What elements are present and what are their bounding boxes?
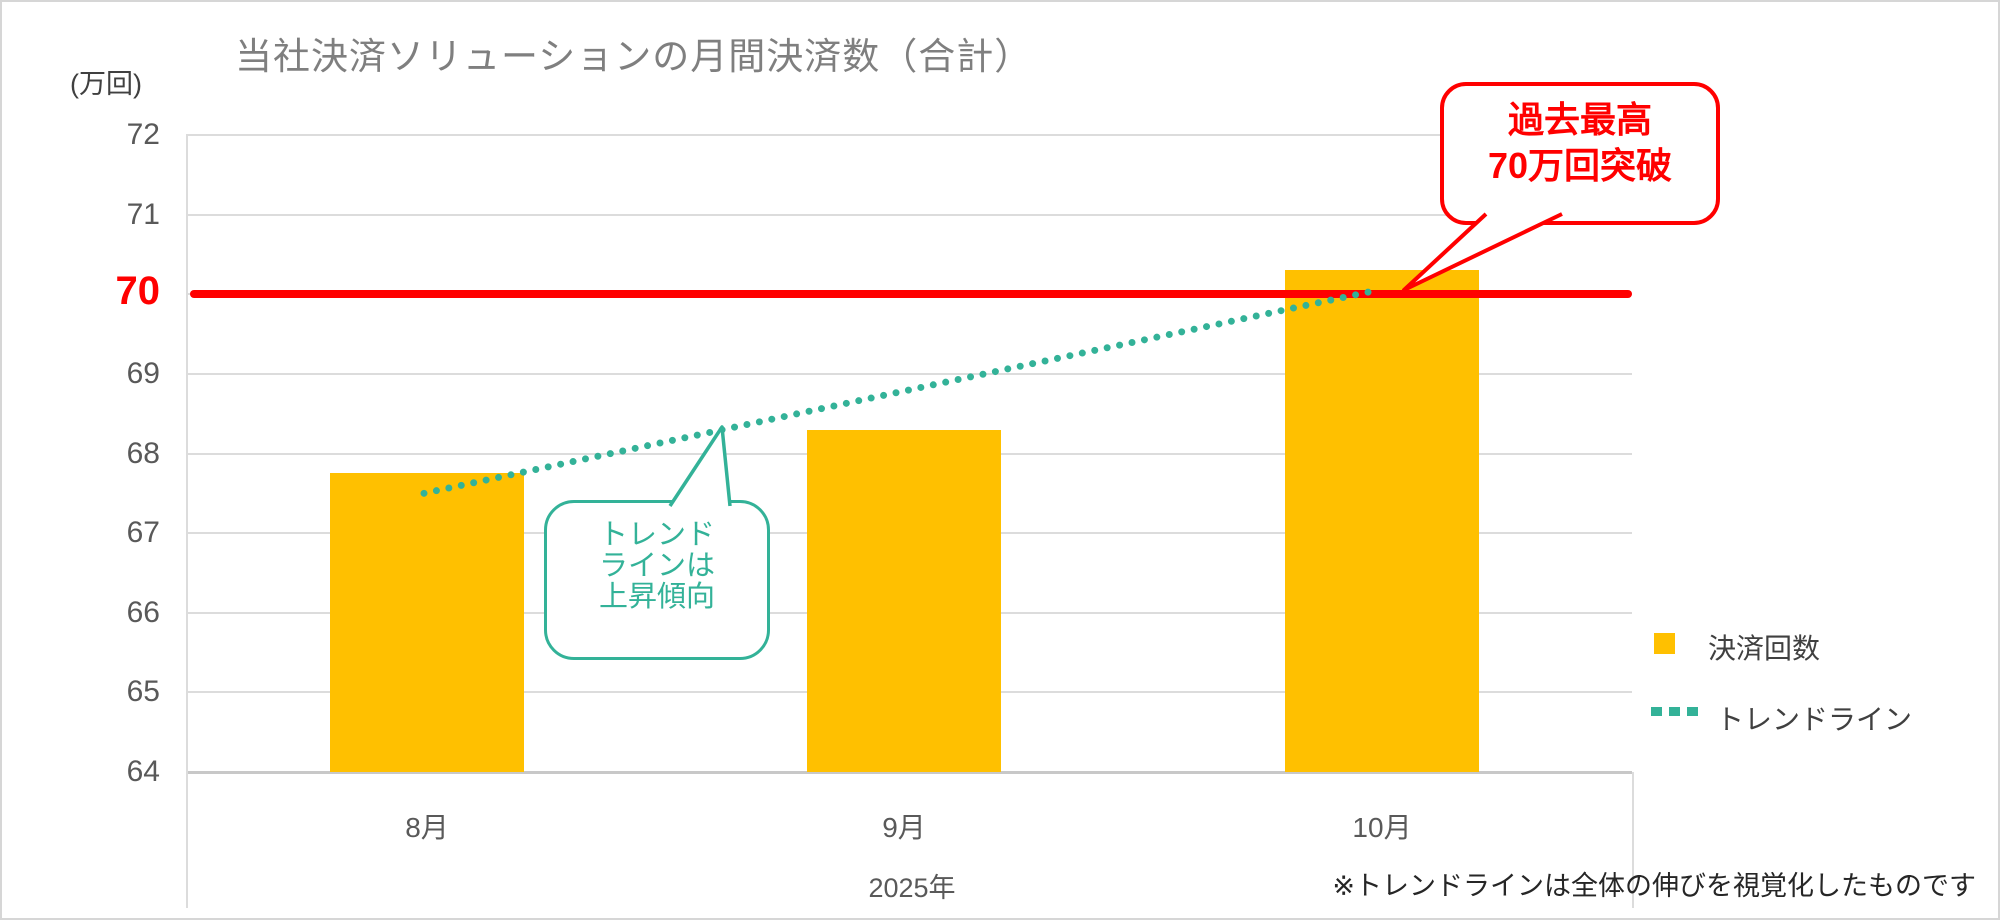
legend-swatch-bar xyxy=(1654,633,1675,654)
legend-swatch-trend-dot-3 xyxy=(1687,707,1698,716)
y-tick-label-72: 72 xyxy=(126,118,160,151)
y-tick-label-65: 65 xyxy=(126,675,160,709)
trend-callout-line1: トレンド xyxy=(598,519,715,551)
y-tick-label-71: 71 xyxy=(126,197,160,231)
y-tick-label-67: 67 xyxy=(126,516,160,550)
legend-label-trend: トレンドライン xyxy=(1716,704,1913,735)
y-axis-unit-label: (万回) xyxy=(70,69,142,99)
gridline-72 xyxy=(186,134,1632,136)
y-tick-label-70: 70 xyxy=(115,269,161,314)
record-callout-line2: 70万回突破 xyxy=(1487,145,1673,186)
trend-callout-bubble: トレンド ラインは 上昇傾向 xyxy=(544,500,770,660)
legend-swatch-trend-dot-1 xyxy=(1651,707,1662,716)
axis-border-right xyxy=(1632,772,1634,908)
record-callout-bubble: 過去最高 70万回突破 xyxy=(1440,82,1720,225)
chart-title: 当社決済ソリューションの月間決済数（合計） xyxy=(235,36,1033,77)
gridline-71 xyxy=(186,213,1632,216)
legend-label-bar: 決済回数 xyxy=(1708,633,1821,664)
trend-callout-line2: ラインは xyxy=(598,550,715,582)
trend-callout-line3: 上昇傾向 xyxy=(598,581,715,613)
reference-line-70 xyxy=(190,290,1632,299)
x-category-label-8月: 8月 xyxy=(405,812,449,843)
y-tick-label-66: 66 xyxy=(126,595,160,629)
trend-callout-tail xyxy=(668,425,732,507)
bar-8月 xyxy=(330,473,524,772)
bar-9月 xyxy=(807,429,1001,772)
x-category-label-9月: 9月 xyxy=(882,812,926,843)
x-axis-year-label: 2025年 xyxy=(868,873,956,903)
bar-10月 xyxy=(1285,270,1479,772)
axis-border-left xyxy=(186,135,188,908)
footnote: ※トレンドラインは全体の伸びを視覚化したものです xyxy=(1332,871,1976,901)
y-tick-label-68: 68 xyxy=(126,436,160,470)
y-tick-label-69: 69 xyxy=(126,356,160,390)
gridline-64 xyxy=(186,771,1632,774)
record-callout-line1: 過去最高 xyxy=(1507,99,1652,140)
y-tick-label-64: 64 xyxy=(126,755,160,788)
legend-swatch-trend-dot-2 xyxy=(1669,707,1680,716)
x-category-label-10月: 10月 xyxy=(1352,812,1412,843)
